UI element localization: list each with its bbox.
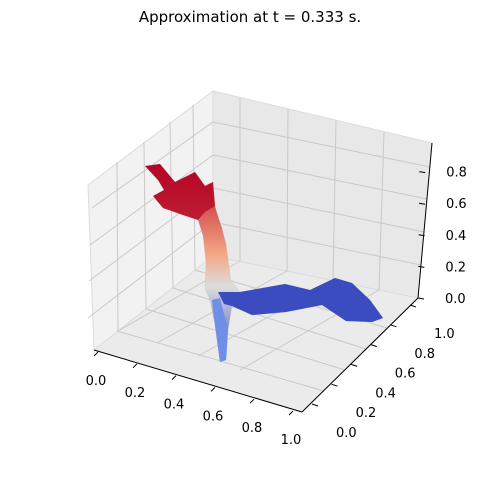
x-axis-line <box>93 349 303 413</box>
grid-line <box>89 154 214 246</box>
chart-title: Approximation at t = 0.333 s. <box>139 8 361 26</box>
axis-lines <box>93 142 433 413</box>
y-tick-label: 1.0 <box>434 327 455 342</box>
z-tick-label: 0.4 <box>446 229 467 244</box>
grid-line <box>212 221 422 266</box>
y-tick-label: 0.6 <box>395 367 416 382</box>
x-tick-label: 0.6 <box>203 409 224 424</box>
x-tick-mark <box>93 351 99 357</box>
x-tick-label: 0.2 <box>125 386 146 401</box>
y-tick-label: 0.8 <box>414 347 435 362</box>
y-tick-mark <box>370 344 377 348</box>
surface-low-region <box>218 278 383 322</box>
x-tick-label: 0.4 <box>164 398 185 413</box>
y-tick-label: 0.2 <box>356 406 377 421</box>
y-axis-ticks: 0.0 0.2 0.4 0.6 0.8 1.0 <box>311 304 455 441</box>
y-tick-mark <box>331 383 338 387</box>
y-axis-line <box>301 297 419 413</box>
y-tick-mark <box>409 304 417 308</box>
grid-line <box>286 108 289 272</box>
y-tick-label: 0.4 <box>375 386 396 401</box>
grid-line <box>378 131 385 291</box>
surface-high-ridge <box>145 164 215 220</box>
y-tick-mark <box>351 363 358 367</box>
grid-line <box>145 308 346 371</box>
z-tick-mark <box>419 171 426 174</box>
grid-line <box>332 119 337 282</box>
x-tick-mark <box>132 363 138 369</box>
z-tick-mark <box>418 265 425 268</box>
grid-line <box>172 287 367 350</box>
z-axis-ticks: 0.0 0.2 0.4 0.6 0.8 <box>417 166 467 307</box>
z-tick-mark <box>418 202 426 205</box>
y-tick-mark <box>311 403 319 407</box>
z-tick-mark <box>417 297 425 300</box>
surface-mesh <box>144 163 384 363</box>
x-tick-label: 0.8 <box>242 421 263 436</box>
surface-spike <box>212 298 228 362</box>
x-tick-mark <box>288 410 294 416</box>
y-tick-mark <box>390 324 397 328</box>
grid-line <box>87 221 214 319</box>
z-axis-line <box>417 142 433 299</box>
z-tick-mark <box>418 234 425 237</box>
y-tick-label: 0.0 <box>336 426 357 441</box>
grid-line <box>212 121 431 168</box>
z-tick-label: 0.6 <box>446 197 467 212</box>
grid-line <box>212 154 428 200</box>
x-tick-label: 1.0 <box>281 433 302 448</box>
x-tick-mark <box>210 387 216 392</box>
z-tick-label: 0.0 <box>445 292 466 307</box>
x-tick-mark <box>171 375 177 380</box>
x-axis-ticks: 0.0 0.2 0.4 0.6 0.8 1.0 <box>86 351 302 448</box>
grid-line <box>212 187 425 233</box>
x-tick-mark <box>249 398 255 404</box>
z-tick-label: 0.2 <box>445 260 466 275</box>
x-tick-label: 0.0 <box>86 374 107 389</box>
z-tick-label: 0.8 <box>446 166 467 181</box>
grid-line <box>143 141 147 310</box>
